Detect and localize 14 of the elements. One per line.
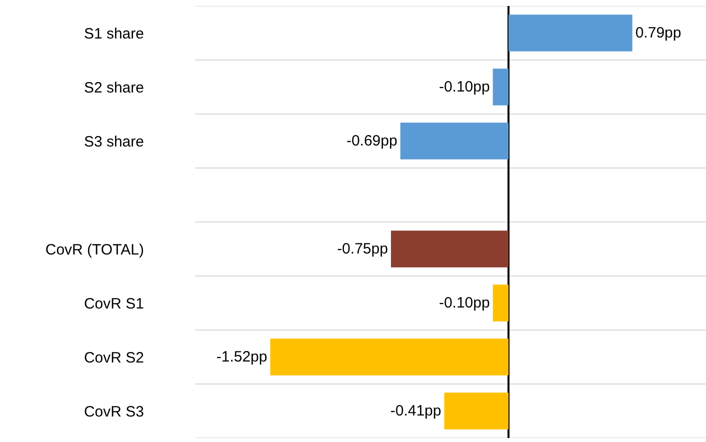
data-label: -0.10pp [438,78,490,96]
data-label: -0.41pp [390,402,442,420]
data-label: 0.79pp [635,24,682,42]
y-tick-label: S1 share [84,25,144,42]
data-label: -0.75pp [337,240,388,258]
data-label: -0.69pp [346,132,398,150]
y-tick-label: CovR S1 [84,295,144,312]
y-tick-label: CovR S2 [84,349,144,366]
data-label: -0.10pp [438,294,490,312]
data-label: -1.52pp [216,348,268,366]
y-tick-label: CovR S3 [84,403,144,420]
y-tick-label: S2 share [84,79,144,96]
y-tick-label: S3 share [84,133,144,150]
y-tick-label: CovR (TOTAL) [45,241,144,258]
